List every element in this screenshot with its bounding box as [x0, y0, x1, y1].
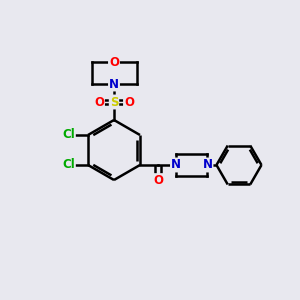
Text: O: O: [109, 56, 119, 69]
Text: N: N: [109, 77, 119, 91]
Text: S: S: [110, 95, 118, 109]
Text: N: N: [171, 158, 181, 172]
Text: O: O: [94, 95, 104, 109]
Text: Cl: Cl: [62, 158, 75, 172]
Text: O: O: [124, 95, 134, 109]
Text: Cl: Cl: [62, 128, 75, 142]
Text: O: O: [153, 174, 163, 187]
Text: N: N: [202, 158, 212, 172]
